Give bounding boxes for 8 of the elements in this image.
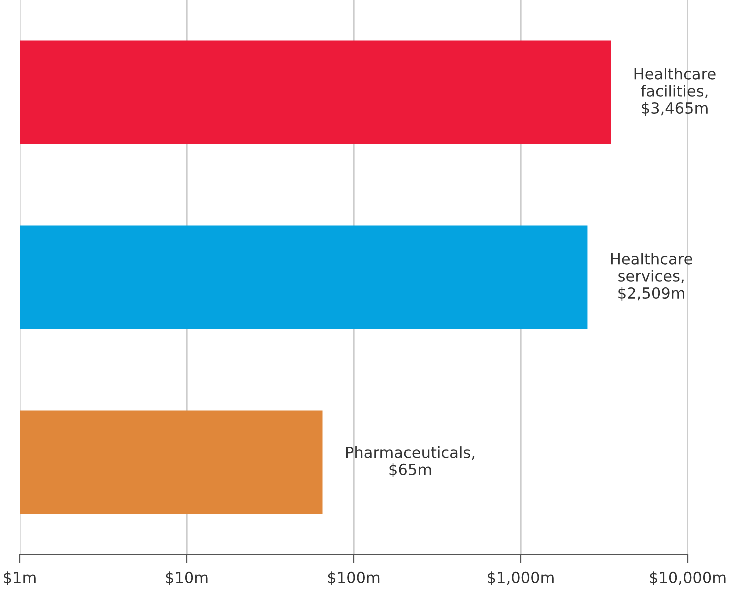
data-label: Healthcare services, $2,509m [611, 253, 692, 302]
x-tick-label: $100m [328, 572, 380, 586]
x-tick-label: $10m [166, 572, 208, 586]
data-label: Healthcare facilities, $3,465m [634, 68, 716, 116]
x-tick-label: $1m [4, 572, 36, 586]
x-tick-label: $1,000m [488, 572, 554, 586]
x-tick-label: $10,000m [650, 572, 726, 586]
data-label: Pharmaceuticals, $65m [346, 446, 475, 478]
